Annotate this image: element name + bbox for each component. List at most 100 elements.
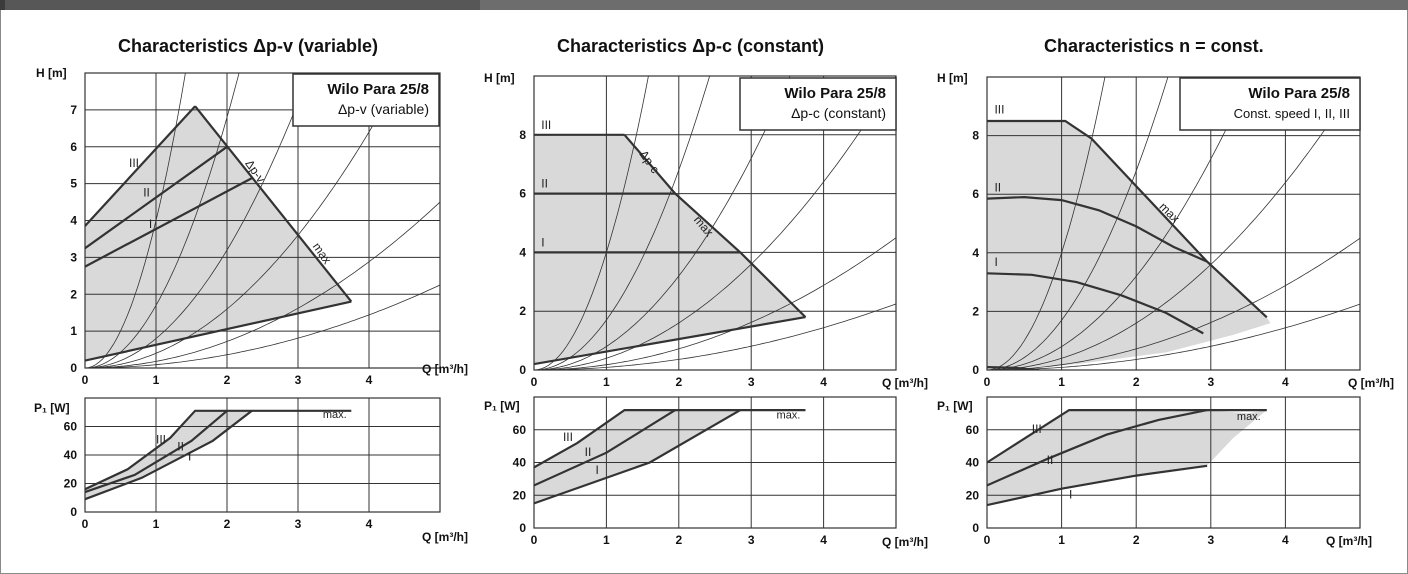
panel-title-const-speed: Characteristics n = const. (1044, 36, 1264, 56)
constspeed-head-x-tick-label: 1 (1058, 375, 1065, 389)
window-top-tab (0, 0, 480, 10)
variable-head-curve-label: I (149, 217, 152, 231)
variable-power-series-i (85, 409, 253, 501)
constant-power-series-i (534, 409, 741, 505)
constant-power-x-axis-label: Q [m³/h] (882, 535, 928, 549)
variable-power-y-tick-label: 60 (64, 420, 78, 434)
constant-head-x-axis-label: Q [m³/h] (882, 376, 928, 390)
constant-power-x-tick-label: 0 (531, 533, 538, 547)
variable-power-operating-region (85, 410, 352, 500)
constspeed-head-curve-label: II (994, 180, 1001, 194)
constspeed-head-operating-region (987, 120, 1271, 370)
constant-power-curve-label: II (585, 445, 592, 459)
constspeed-power-y-tick-label: 0 (972, 521, 979, 535)
variable-head-y-tick-label: 1 (70, 324, 77, 338)
variable-power-x-tick-label: 1 (153, 517, 160, 531)
constant-power-operating-region (534, 410, 806, 504)
variable-power-x-tick-label: 3 (295, 517, 302, 531)
constspeed-power-x-tick-label: 2 (1133, 533, 1140, 547)
variable-power-x-tick-label: 2 (224, 517, 231, 531)
variable-head-x-tick-label: 2 (224, 373, 231, 387)
constspeed-head-system-curve (987, 237, 1360, 370)
constspeed-head-y-tick-label: 0 (972, 363, 979, 377)
constspeed-power-series-ii (987, 409, 1208, 487)
constant-head-x-tick-label: 0 (531, 375, 538, 389)
variable-power-curve-label: I (188, 450, 191, 464)
variable-power-y-tick-label: 40 (64, 448, 78, 462)
variable-power-curve-label: III (156, 433, 166, 447)
constspeed-head-y-tick-label: 4 (972, 246, 979, 260)
variable-head-operating-region (85, 106, 352, 361)
constant-head-y-tick-label: 8 (519, 128, 526, 142)
constspeed-power-curve-label: III (1032, 422, 1042, 436)
variable-head-y-tick-label: 5 (70, 177, 77, 191)
variable-head-y-axis-label: H [m] (36, 66, 67, 80)
constant-power-x-tick-label: 2 (675, 533, 682, 547)
constspeed-head-plot-frame (986, 76, 1361, 371)
variable-power-x-tick-label: 0 (82, 517, 89, 531)
variable-head-system-curve (85, 73, 186, 368)
constant-head-x-tick-label: 3 (748, 375, 755, 389)
constspeed-head-system-curve (987, 77, 1360, 370)
constant-head-legend-box (739, 77, 897, 131)
constant-head-series-max (623, 134, 807, 318)
constant-head-y-tick-label: 2 (519, 304, 526, 318)
variable-head-x-tick-label: 3 (295, 373, 302, 387)
variable-power-y-axis-label: P₁ [W] (34, 401, 70, 415)
constant-head-curve-label: II (541, 177, 548, 191)
constspeed-power-y-tick-label: 40 (966, 456, 980, 470)
constant-head-system-curve (534, 303, 896, 370)
constspeed-head-y-tick-label: 8 (972, 129, 979, 143)
constant-power-x-tick-label: 1 (603, 533, 610, 547)
variable-head-series-iii (85, 105, 196, 227)
variable-head-plot-frame (84, 72, 441, 369)
constspeed-power-x-tick-label: 3 (1207, 533, 1214, 547)
window-top-accent (0, 0, 5, 10)
variable-power-series-ii (85, 409, 228, 494)
variable-power-curve-label: II (177, 440, 184, 454)
variable-head-y-tick-label: 7 (70, 103, 77, 117)
constant-head-y-axis-label: H [m] (484, 71, 515, 85)
constant-power-series-ii (534, 409, 676, 487)
variable-head-x-tick-label: 0 (82, 373, 89, 387)
constspeed-power-y-axis-label: P₁ [W] (937, 399, 973, 413)
constant-head-curve-label: III (541, 118, 551, 132)
constspeed-head-system-curve (987, 77, 1169, 370)
variable-head-y-tick-label: 0 (70, 361, 77, 375)
constspeed-power-series-iii (987, 409, 1267, 464)
constant-power-y-tick-label: 20 (513, 488, 527, 502)
constspeed-power-x-tick-label: 0 (984, 533, 991, 547)
variable-head-series-max (194, 105, 353, 303)
variable-power-y-tick-label: 20 (64, 477, 78, 491)
constspeed-power-curve-label: I (1069, 488, 1072, 502)
constant-head-curve-label: I (541, 236, 544, 250)
constant-power-y-tick-label: 40 (513, 456, 527, 470)
constspeed-head-legend-box (1179, 77, 1361, 131)
constspeed-head-series-ii (987, 195, 1208, 263)
constspeed-head-system-curve (987, 303, 1360, 370)
constspeed-head-curve-label: I (994, 255, 997, 269)
variable-power-curve-label: max. (323, 409, 347, 421)
constspeed-head-y-tick-label: 6 (972, 187, 979, 201)
constspeed-head-x-tick-label: 0 (984, 375, 991, 389)
constant-head-x-tick-label: 2 (675, 375, 682, 389)
constant-head-system-curve (534, 76, 711, 370)
constspeed-power-x-tick-label: 1 (1058, 533, 1065, 547)
constant-power-curve-label: III (563, 430, 573, 444)
variable-head-series-i (85, 177, 253, 268)
constspeed-head-legend-subtitle: Const. speed I, II, III (1234, 106, 1350, 121)
constspeed-power-y-tick-label: 60 (966, 423, 980, 437)
constspeed-power-x-tick-label: 4 (1282, 533, 1289, 547)
constant-power-y-tick-label: 0 (519, 521, 526, 535)
constspeed-power-operating-region (987, 410, 1267, 506)
variable-head-system-curve (85, 73, 240, 368)
constspeed-power-x-axis-label: Q [m³/h] (1326, 534, 1372, 548)
variable-power-plot-frame (84, 397, 441, 513)
constspeed-head-system-curve (987, 77, 1106, 370)
constant-power-x-tick-label: 4 (820, 533, 827, 547)
